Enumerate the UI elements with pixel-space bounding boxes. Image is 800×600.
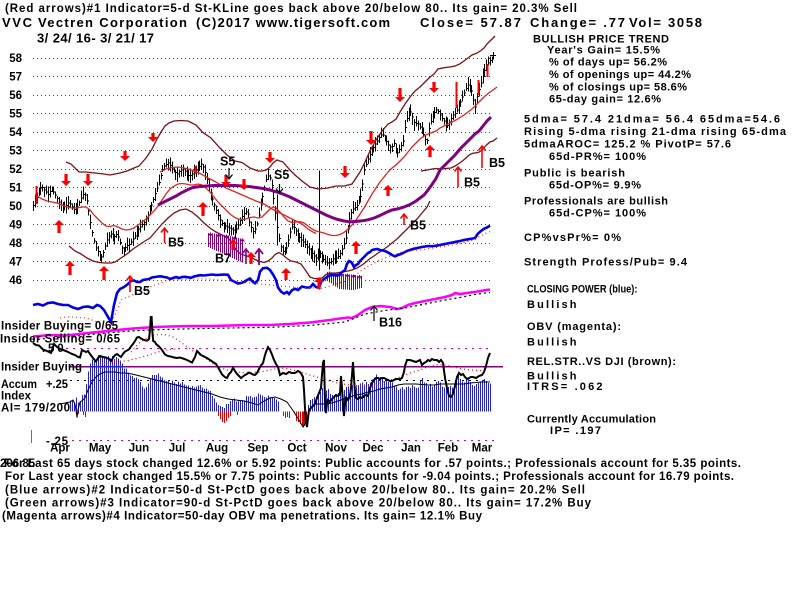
svg-text:For Last 65 days stock changed: For Last 65 days stock changed 12.6% or … — [4, 458, 741, 470]
svg-text:B5: B5 — [489, 156, 505, 170]
svg-text:Nov: Nov — [325, 443, 347, 455]
svg-text:Bullish: Bullish — [527, 371, 577, 383]
svg-text:206.85: 206.85 — [0, 458, 36, 470]
svg-text:Currently Accumulation: Currently Accumulation — [527, 414, 656, 426]
svg-text:.50: .50 — [42, 343, 64, 355]
svg-text:BULLISH PRICE TREND: BULLISH PRICE TREND — [533, 34, 669, 46]
svg-text:B5: B5 — [134, 284, 150, 298]
svg-text:54: 54 — [9, 127, 22, 139]
svg-text:56: 56 — [9, 90, 22, 102]
svg-text:Accum: Accum — [1, 379, 37, 391]
svg-text:B7: B7 — [215, 252, 231, 266]
svg-text:65d-CP%= 100%: 65d-CP%= 100% — [549, 208, 646, 220]
svg-text:50: 50 — [9, 201, 22, 213]
svg-text:49: 49 — [9, 220, 22, 232]
svg-text:Oct: Oct — [287, 443, 306, 455]
svg-text:Dec: Dec — [362, 443, 384, 455]
svg-text:Rising 5-dma rising 21-dma r: Rising 5-dma rising 21-dma rising 65-dma — [524, 126, 787, 138]
svg-text:Year's Gain= 15.5%: Year's Gain= 15.5% — [547, 45, 660, 57]
svg-text:52: 52 — [9, 164, 22, 176]
svg-text:(Blue arrows)#2 Indicator=50-d: (Blue arrows)#2 Indicator=50-d St-PctD g… — [5, 485, 585, 497]
svg-text:Insider Buying: Insider Buying — [1, 362, 82, 374]
svg-text:S5: S5 — [220, 155, 235, 169]
svg-text:Feb: Feb — [438, 443, 458, 455]
svg-text:46: 46 — [9, 275, 22, 287]
svg-text:Aug: Aug — [206, 443, 228, 455]
svg-text:AI= 179/200: AI= 179/200 — [1, 403, 70, 415]
svg-text:S5: S5 — [274, 168, 289, 182]
svg-text:Jan: Jan — [401, 443, 421, 455]
svg-text:CP%vsPr%= 0%: CP%vsPr%= 0% — [524, 232, 621, 244]
svg-text:65d-PR%= 100%: 65d-PR%= 100% — [549, 151, 646, 163]
svg-text:5dma= 57.4 21dma= 56.4 65dma=5: 5dma= 57.4 21dma= 56.4 65dma=54.6 — [524, 114, 780, 126]
svg-text:CLOSING POWER (blue):: CLOSING POWER (blue): — [527, 283, 637, 295]
svg-text:Public is bearish: Public is bearish — [524, 168, 625, 180]
svg-text:(Magenta arrows)#4 Indicator=5: (Magenta arrows)#4 Indicator=50-day OBV … — [2, 511, 483, 523]
svg-text:Change= .77: Change= .77 — [530, 15, 625, 30]
svg-text:48: 48 — [9, 238, 22, 250]
svg-text:Apr: Apr — [50, 443, 70, 455]
svg-text:Vectren Corporation: Vectren Corporation — [38, 15, 187, 30]
svg-text:65d-OP%= 9.9%: 65d-OP%= 9.9% — [549, 180, 641, 192]
svg-text:Insider Buying= 0/65: Insider Buying= 0/65 — [1, 321, 119, 333]
svg-text:(Green arrows)#3 Indicator=90-: (Green arrows)#3 Indicator=90-d St-PctD … — [5, 498, 592, 510]
svg-text:+.25: +.25 — [46, 379, 69, 391]
svg-text:5dmaAROC= 125.2 % PivotP= 57.: 5dmaAROC= 125.2 % PivotP= 57.6 — [524, 139, 731, 151]
svg-text:Jul: Jul — [169, 443, 186, 455]
svg-text:57: 57 — [9, 72, 22, 84]
svg-text:3/ 24/ 16- 3/ 21/ 17: 3/ 24/ 16- 3/ 21/ 17 — [37, 31, 154, 46]
svg-text:55: 55 — [9, 109, 22, 121]
svg-text:58: 58 — [9, 53, 22, 65]
svg-text:REL.STR..VS DJI (brown):: REL.STR..VS DJI (brown): — [527, 356, 676, 368]
svg-text:B16: B16 — [379, 316, 402, 330]
svg-text:Jun: Jun — [129, 443, 149, 455]
svg-text:For Last year stock changed 1: For Last year stock changed 15.5% or 7.7… — [5, 471, 734, 483]
svg-text:Professionals are bullish: Professionals are bullish — [524, 196, 668, 208]
svg-text:B5: B5 — [464, 176, 480, 190]
svg-text:Strength Profess/Pub= 9.4: Strength Profess/Pub= 9.4 — [524, 257, 688, 269]
svg-text:% of openings up= 44.2%: % of openings up= 44.2% — [549, 69, 691, 81]
svg-text:51: 51 — [9, 183, 22, 195]
svg-text:(C)2017 www.tigersoft.com: (C)2017 www.tigersoft.com — [196, 15, 390, 30]
svg-text:VVC: VVC — [2, 15, 33, 30]
svg-text:Vol= 3058: Vol= 3058 — [629, 15, 702, 30]
svg-text:IP= .197: IP= .197 — [550, 425, 601, 437]
svg-text:B5: B5 — [410, 219, 426, 233]
svg-text:Close= 57.87: Close= 57.87 — [420, 15, 521, 30]
svg-text:53: 53 — [9, 146, 22, 158]
svg-text:-.25: -.25 — [46, 436, 69, 448]
svg-text:Index: Index — [1, 391, 32, 403]
svg-text:% of days up= 56.2%: % of days up= 56.2% — [549, 57, 667, 69]
svg-text:May: May — [89, 443, 112, 455]
svg-text:% of closings up= 58.6%: % of closings up= 58.6% — [549, 82, 687, 94]
svg-text:Insider Selling= 0/65: Insider Selling= 0/65 — [0, 334, 121, 346]
svg-text:OBV (magenta):: OBV (magenta): — [527, 321, 621, 333]
svg-text:B5: B5 — [168, 236, 184, 250]
svg-text:(Red arrows)#1 Indicator=5-d S: (Red arrows)#1 Indicator=5-d St-KLine go… — [5, 3, 577, 15]
svg-text:Bullish: Bullish — [527, 336, 577, 348]
svg-text:Sep: Sep — [247, 443, 268, 455]
svg-text:47: 47 — [9, 257, 22, 269]
svg-text:ITRS= .062: ITRS= .062 — [527, 381, 603, 393]
svg-text:65-day gain= 12.6%: 65-day gain= 12.6% — [549, 94, 661, 106]
svg-text:Bullish: Bullish — [527, 299, 577, 311]
svg-text:Mar: Mar — [472, 443, 493, 455]
